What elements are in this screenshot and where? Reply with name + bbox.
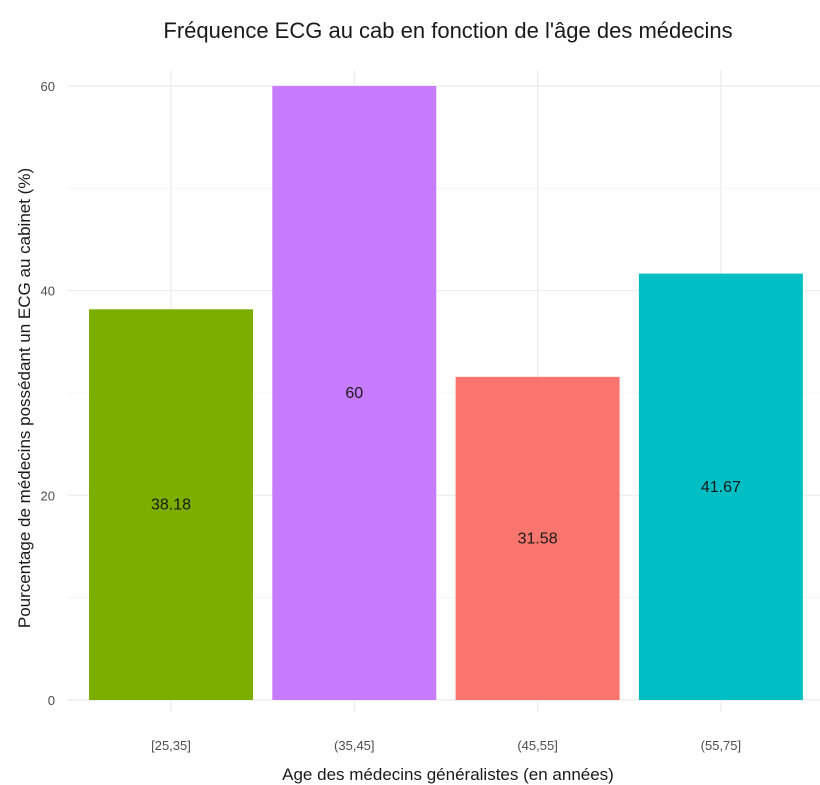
bar	[89, 309, 253, 700]
chart-title: Fréquence ECG au cab en fonction de l'âg…	[163, 18, 732, 43]
y-tick-label: 40	[41, 284, 55, 299]
x-tick-label: [25,35]	[151, 738, 191, 753]
bar	[455, 376, 620, 700]
data-labels: 38.18 60 31.58 41.67	[151, 385, 741, 547]
bar	[272, 86, 437, 700]
x-axis-ticks: [25,35] (35,45] (45,55] (55,75]	[151, 738, 741, 753]
x-axis-label: Age des médecins généralistes (en années…	[282, 765, 614, 784]
y-tick-label: 0	[48, 693, 55, 708]
y-tick-label: 60	[41, 79, 55, 94]
y-axis-label: Pourcentage de médecins possédant un ECG…	[15, 168, 34, 628]
x-tick-label: (45,55]	[517, 738, 557, 753]
x-tick-label: (35,45]	[334, 738, 374, 753]
bars	[89, 86, 803, 700]
y-tick-label: 20	[41, 488, 55, 503]
x-tick-label: (55,75]	[701, 738, 741, 753]
bar-value-label: 41.67	[701, 479, 741, 496]
bar-value-label: 60	[345, 385, 363, 402]
bar-value-label: 38.18	[151, 497, 191, 514]
y-axis-ticks: 0 20 40 60	[41, 79, 55, 708]
bar-value-label: 31.58	[518, 530, 558, 547]
bar	[638, 273, 803, 700]
